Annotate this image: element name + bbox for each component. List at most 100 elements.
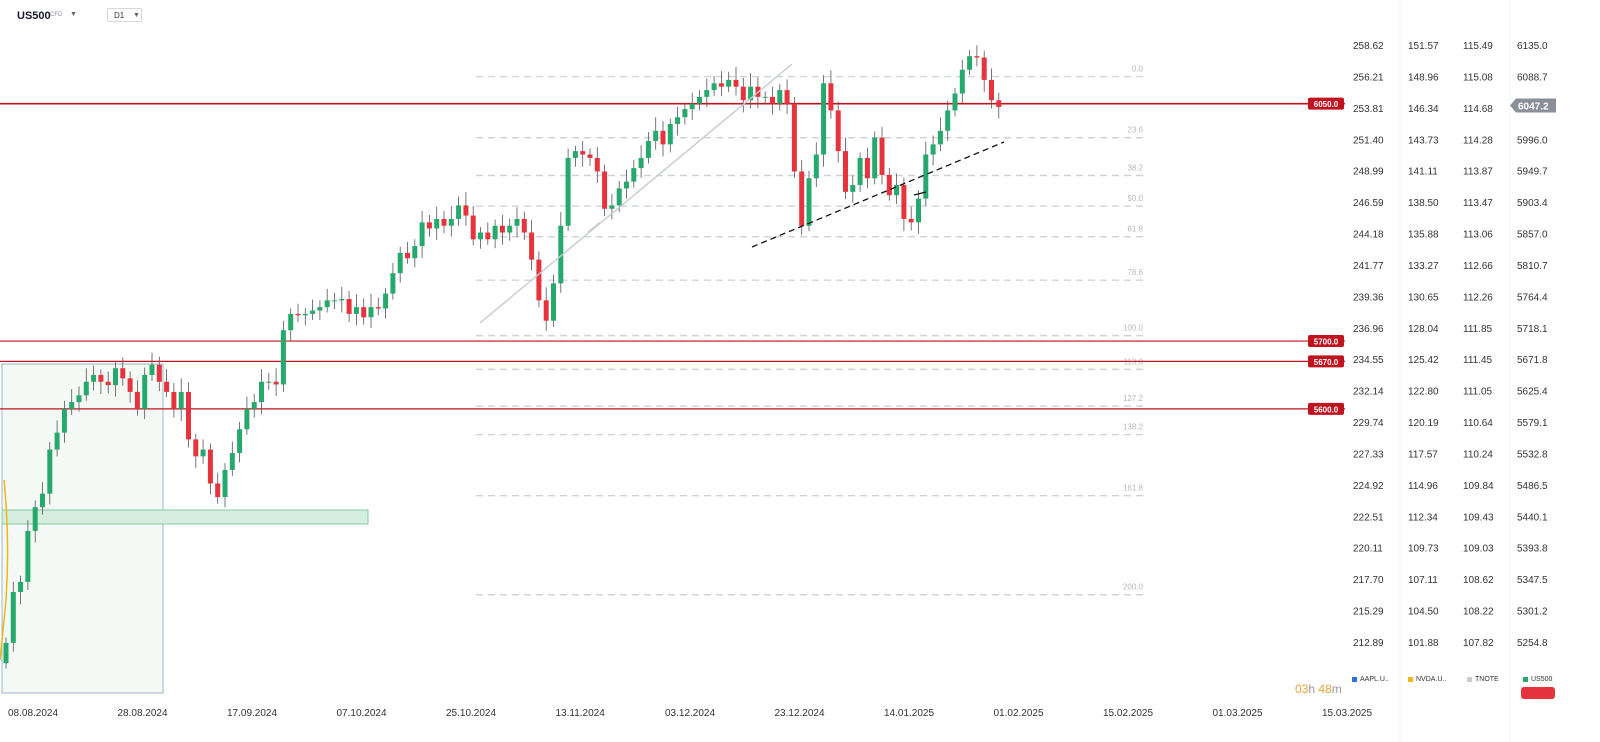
price-tick-us500: 5579.1 bbox=[1517, 418, 1548, 429]
price-tick-aapl: 229.74 bbox=[1353, 418, 1384, 429]
tnote-color-swatch bbox=[1467, 676, 1472, 682]
candle-up bbox=[813, 154, 819, 179]
price-tick-nvda: 101.88 bbox=[1408, 638, 1439, 649]
candle-down bbox=[660, 130, 666, 145]
date-tick: 15.02.2025 bbox=[1103, 708, 1153, 719]
price-tick-nvda: 135.88 bbox=[1408, 230, 1439, 241]
fib-label: 23.6 bbox=[1127, 126, 1143, 135]
fib-label: 61.8 bbox=[1127, 225, 1143, 234]
price-tick-us500: 5486.5 bbox=[1517, 481, 1548, 492]
candle-up bbox=[726, 79, 732, 87]
key-level-tag bbox=[1308, 402, 1344, 415]
price-tick-tnote: 112.66 bbox=[1463, 261, 1493, 272]
candle-up bbox=[682, 109, 688, 118]
candle-up bbox=[91, 374, 97, 382]
candle-up bbox=[667, 123, 673, 145]
candle-down bbox=[784, 90, 790, 104]
price-tick-tnote: 113.47 bbox=[1463, 198, 1493, 209]
candle-up bbox=[324, 300, 330, 308]
price-tick-us500: 5857.0 bbox=[1517, 230, 1548, 241]
fib-label: 161.8 bbox=[1123, 484, 1144, 493]
candle-up bbox=[777, 90, 783, 104]
price-tick-nvda: 114.96 bbox=[1408, 481, 1438, 492]
price-tick-us500: 5625.4 bbox=[1517, 387, 1548, 398]
candle-down bbox=[156, 364, 162, 382]
price-tick-nvda: 112.34 bbox=[1408, 512, 1438, 523]
candle-up bbox=[923, 154, 929, 199]
chart-header: US500 CFD ▼ D1 ▼ bbox=[0, 0, 1400, 30]
candle-up bbox=[266, 381, 272, 383]
price-tick-aapl: 227.33 bbox=[1353, 449, 1384, 460]
candle-up bbox=[653, 130, 659, 141]
price-tick-aapl: 232.14 bbox=[1353, 387, 1384, 398]
price-tick-tnote: 108.22 bbox=[1463, 607, 1494, 618]
candle-down bbox=[602, 171, 608, 209]
legend-label: TNOTE bbox=[1475, 676, 1499, 683]
date-tick: 03.12.2024 bbox=[665, 708, 715, 719]
price-tick-nvda: 138.50 bbox=[1408, 198, 1439, 209]
candle-down bbox=[171, 391, 177, 409]
candle-down bbox=[127, 378, 133, 392]
price-tick-nvda: 104.50 bbox=[1408, 607, 1439, 618]
price-tick-aapl: 248.99 bbox=[1353, 167, 1384, 178]
price-tick-us500: 5532.8 bbox=[1517, 449, 1548, 460]
price-tick-tnote: 109.03 bbox=[1463, 544, 1494, 555]
price-tick-tnote: 108.62 bbox=[1463, 575, 1494, 586]
candle-up bbox=[251, 402, 257, 409]
us500-color-swatch bbox=[1523, 676, 1528, 682]
candle-up bbox=[748, 86, 754, 101]
price-tick-nvda: 125.42 bbox=[1408, 355, 1439, 366]
key-level-label: 5600.0 bbox=[1314, 405, 1339, 414]
candle-up bbox=[806, 178, 812, 226]
candle-up bbox=[54, 432, 60, 450]
candle-up bbox=[952, 93, 958, 111]
price-tick-tnote: 109.84 bbox=[1463, 481, 1494, 492]
price-tick-nvda: 120.19 bbox=[1408, 418, 1439, 429]
candle-up bbox=[353, 307, 359, 314]
legend-label: NVDA.U.. bbox=[1416, 676, 1447, 683]
candle-up bbox=[937, 130, 943, 145]
us500-toggle-button[interactable] bbox=[1521, 687, 1555, 699]
candle-up bbox=[142, 374, 148, 409]
support-zone bbox=[1, 509, 369, 525]
symbol-dropdown-icon[interactable]: ▼ bbox=[70, 11, 77, 18]
price-tick-nvda: 122.80 bbox=[1408, 387, 1439, 398]
price-tick-tnote: 114.28 bbox=[1463, 135, 1493, 146]
price-tick-nvda: 151.57 bbox=[1408, 41, 1439, 52]
fib-label: 78.6 bbox=[1127, 268, 1143, 277]
key-level-tag bbox=[1308, 355, 1344, 368]
timeframe-dropdown-icon: ▼ bbox=[133, 12, 140, 19]
price-tick-nvda: 148.96 bbox=[1408, 72, 1439, 83]
legend-item-us500[interactable]: US500 bbox=[1523, 676, 1552, 683]
timeframe-select[interactable]: D1 ▼ bbox=[107, 8, 142, 22]
candle-up bbox=[288, 313, 294, 331]
price-tick-aapl: 234.55 bbox=[1353, 355, 1384, 366]
candle-down bbox=[207, 449, 213, 484]
date-tick: 08.08.2024 bbox=[8, 708, 58, 719]
price-tick-aapl: 224.92 bbox=[1353, 481, 1384, 492]
candle-down bbox=[529, 232, 535, 260]
candle-up bbox=[61, 408, 67, 433]
candle-up bbox=[310, 310, 316, 314]
candle-down bbox=[295, 313, 301, 316]
candle-down bbox=[886, 174, 892, 196]
key-level-label: 5700.0 bbox=[1314, 338, 1339, 347]
price-tick-us500: 5903.4 bbox=[1517, 198, 1548, 209]
candle-down bbox=[587, 154, 593, 158]
candle-up bbox=[645, 140, 651, 158]
legend-item-aapl[interactable]: AAPL.U.. bbox=[1352, 676, 1389, 683]
candle-up bbox=[572, 151, 578, 158]
legend-item-nvda[interactable]: NVDA.U.. bbox=[1408, 676, 1446, 683]
candle-up bbox=[616, 188, 622, 206]
price-tick-us500: 6135.0 bbox=[1517, 41, 1548, 52]
symbol-label[interactable]: US500 bbox=[17, 10, 51, 22]
price-tick-aapl: 222.51 bbox=[1353, 512, 1384, 523]
candle-down bbox=[499, 225, 505, 233]
legend-item-tnote[interactable]: TNOTE bbox=[1467, 676, 1499, 683]
candle-up bbox=[930, 144, 936, 155]
candle-down bbox=[273, 381, 279, 385]
candle-up bbox=[872, 137, 878, 179]
fib-label: 127.2 bbox=[1123, 394, 1144, 403]
candle-up bbox=[609, 205, 615, 209]
